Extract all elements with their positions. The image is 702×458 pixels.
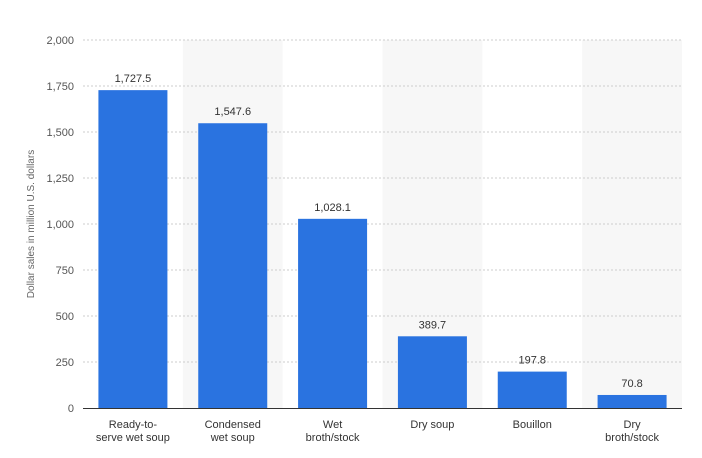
y-tick-label: 1,000 bbox=[46, 219, 74, 231]
y-tick-label: 2,000 bbox=[46, 35, 74, 47]
x-axis-labels: Ready-to-serve wet soup Condensed wet soup… bbox=[96, 419, 660, 444]
x-tick-label: Wet broth/stock bbox=[306, 419, 360, 444]
y-tick-label: 0 bbox=[68, 403, 74, 415]
y-tick-label: 750 bbox=[56, 265, 74, 277]
y-tick-label: 1,250 bbox=[46, 173, 74, 185]
bar[interactable] bbox=[597, 394, 667, 408]
y-tick-label: 500 bbox=[56, 311, 74, 323]
bar[interactable] bbox=[98, 90, 168, 408]
y-tick-label: 250 bbox=[56, 357, 74, 369]
value-label: 70.8 bbox=[621, 378, 642, 390]
x-tick-label: Dry broth/stock bbox=[605, 419, 659, 444]
x-tick-label: Bouillon bbox=[513, 419, 552, 431]
y-axis-ticks: 0 250 500 750 1,000 1,250 1,500 1,750 2,000 bbox=[46, 35, 74, 415]
y-axis-title: Dollar sales in million U.S. dollars bbox=[26, 150, 37, 298]
bar[interactable] bbox=[298, 218, 368, 408]
bar[interactable] bbox=[198, 123, 268, 408]
bar[interactable] bbox=[397, 336, 467, 408]
value-label: 1,727.5 bbox=[115, 73, 152, 85]
y-tick-label: 1,750 bbox=[46, 81, 74, 93]
y-tick-label: 1,500 bbox=[46, 127, 74, 139]
x-tick-label: Condensed wet soup bbox=[205, 419, 261, 444]
value-labels: 1,727.5 1,547.6 1,028.1 389.7 197.8 70.8 bbox=[115, 73, 643, 390]
value-label: 197.8 bbox=[518, 355, 546, 367]
value-label: 1,028.1 bbox=[314, 202, 351, 214]
x-tick-label: Ready-to-serve wet soup bbox=[96, 419, 170, 444]
x-tick-label: Dry soup bbox=[410, 419, 454, 431]
bars bbox=[98, 90, 667, 408]
value-label: 389.7 bbox=[419, 319, 447, 331]
bar[interactable] bbox=[497, 371, 567, 408]
value-label: 1,547.6 bbox=[214, 106, 251, 118]
